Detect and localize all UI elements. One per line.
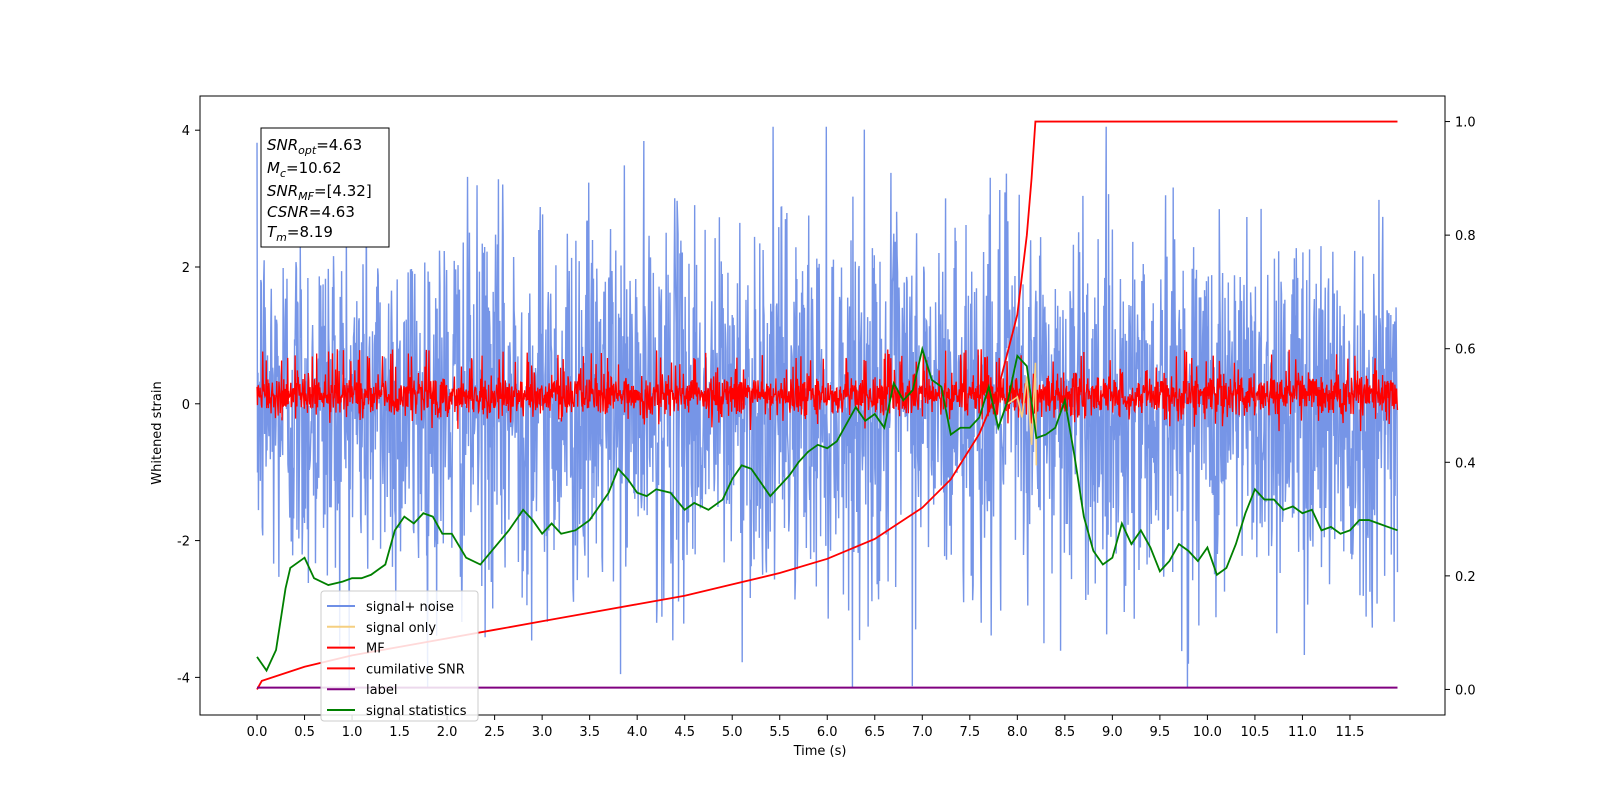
x-tick-label: 5.0 [722,725,743,740]
x-tick-label: 7.5 [959,725,980,740]
legend-entry-label: label [366,683,397,698]
x-tick-label: 1.0 [342,725,363,740]
y-axis-ticks: -4 -2 0 2 4 [177,124,200,686]
signal-only-line [1007,362,1038,466]
x-axis-ticks: 0.0 0.5 1.0 1.5 2.0 2.5 3.0 3.5 4.0 4.5 5.0 5.5 6.0 6… [247,715,1364,740]
x-tick-label: 2.5 [484,725,505,740]
y2-tick-label: 0.4 [1455,456,1476,471]
plot-frame [199,95,1446,716]
x-axis-label: Time (s) [793,744,847,759]
annotation-csnr: CSNR=4.63 [267,203,355,221]
legend-entry-label: signal only [366,621,436,636]
x-tick-label: 1.5 [389,725,410,740]
legend-entry-label: cumilative SNR [366,662,465,677]
x-tick-label: 11.5 [1335,725,1364,740]
y2-axis-ticks: 0.0 0.2 0.4 0.6 0.8 1.0 [1445,116,1476,698]
x-tick-label: 5.5 [769,725,790,740]
y-tick-label: -4 [177,671,190,686]
x-tick-label: 0.0 [247,725,268,740]
x-tick-label: 9.0 [1102,725,1123,740]
y2-tick-label: 0.8 [1455,229,1476,244]
x-tick-label: 8.5 [1055,725,1076,740]
y2-tick-label: 0.2 [1455,570,1476,585]
stats-annotation-box: SNRopt=4.63 Mc=10.62 SNRMF=[4.32] CSNR=4… [260,127,390,248]
x-tick-label: 10.5 [1240,725,1269,740]
signal-statistics-series [256,345,1398,673]
legend: signal+ noise signal only MF cumilative SNR… [320,590,479,722]
y2-tick-label: 1.0 [1455,116,1476,131]
signal-only-series [1007,362,1038,466]
mf-series [256,349,1399,432]
x-tick-label: 3.0 [532,725,553,740]
legend-entry-label: signal statistics [366,704,467,719]
legend-entry-label: MF [366,642,385,657]
annotation-tm: Tm=8.19 [267,223,333,244]
x-tick-label: 2.0 [437,725,458,740]
x-tick-label: 6.5 [864,725,885,740]
y-axis-label: Whitened strain [150,381,165,484]
annotation-snr-mf: SNRMF=[4.32] [267,182,372,203]
legend-frame [320,590,479,722]
y-tick-label: 0 [182,398,190,413]
mf-line [256,349,1399,432]
x-tick-label: 9.5 [1150,725,1171,740]
legend-entry-label: signal+ noise [366,600,454,615]
x-tick-label: 4.0 [627,725,648,740]
y-tick-label: 2 [182,261,190,276]
y-tick-label: 4 [182,124,190,139]
x-tick-label: 7.0 [912,725,933,740]
y2-tick-label: 0.6 [1455,343,1476,358]
annotation-snr-opt: SNRopt=4.63 [267,136,362,157]
annotation-frame [260,127,390,248]
annotation-mc: Mc=10.62 [267,159,342,180]
x-tick-label: 3.5 [579,725,600,740]
x-tick-label: 6.0 [817,725,838,740]
x-tick-label: 0.5 [294,725,315,740]
x-tick-label: 4.5 [674,725,695,740]
y2-tick-label: 0.0 [1455,683,1476,698]
signal-statistics-line [256,345,1398,673]
y-tick-label: -2 [177,535,190,550]
x-tick-label: 8.0 [1007,725,1028,740]
x-tick-label: 11.0 [1288,725,1317,740]
x-tick-label: 10.0 [1193,725,1222,740]
